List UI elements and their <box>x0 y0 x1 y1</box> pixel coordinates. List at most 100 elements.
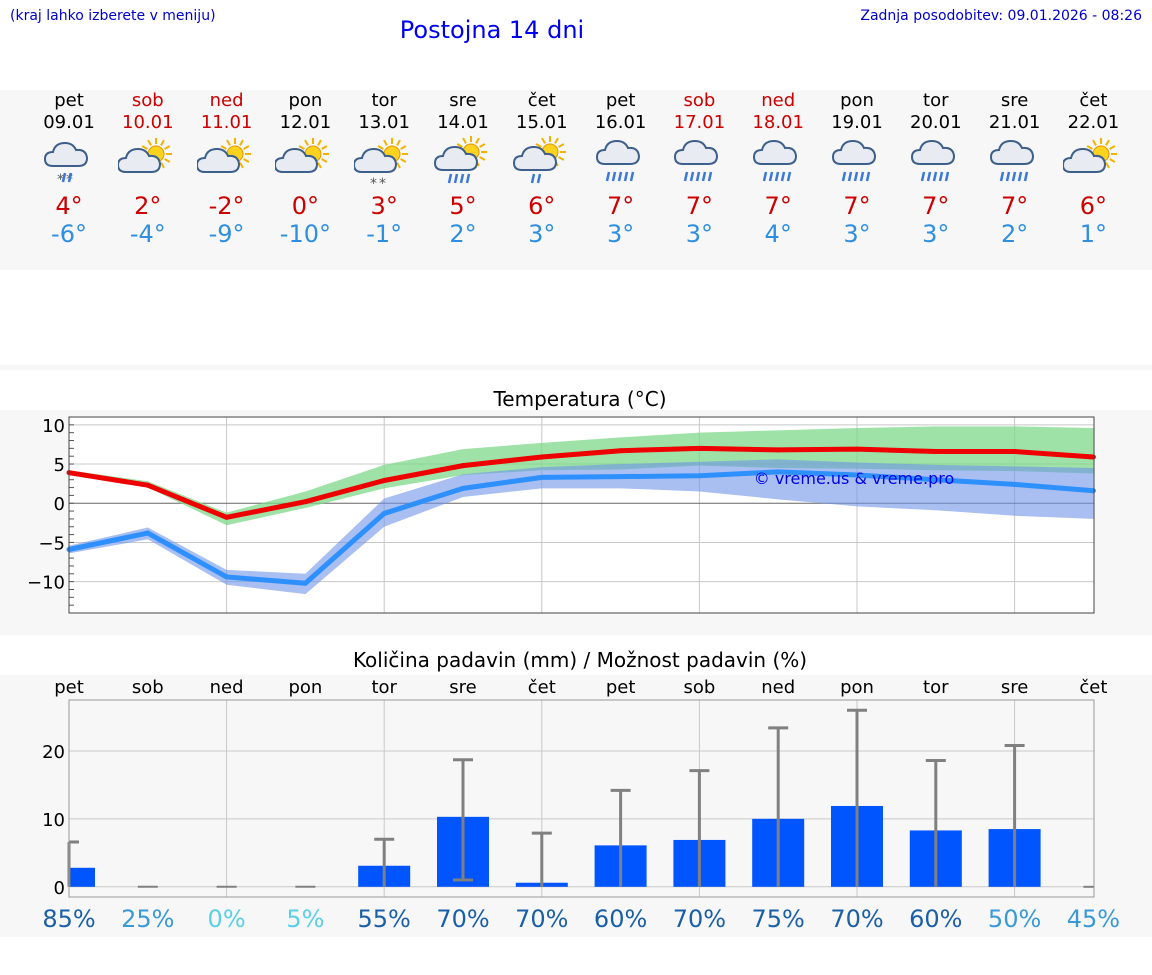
day-name: pon <box>840 90 874 111</box>
y-tick-label: 0 <box>54 494 65 515</box>
min-temp-point <box>460 485 466 491</box>
plot-border <box>68 416 1095 614</box>
precipitation-chart-title: Količina padavin (mm) / Možnost padavin … <box>352 648 808 672</box>
min-temp-point <box>539 474 545 480</box>
svg-text:*: * <box>370 176 377 192</box>
day-date: 11.01 <box>200 112 253 133</box>
x-category-label: ned <box>761 677 795 698</box>
day-date: 10.01 <box>122 112 174 133</box>
day-name: pon <box>288 90 323 111</box>
max-temp-point <box>302 499 308 505</box>
precipitation-bar <box>69 867 95 887</box>
max-temp-point <box>618 448 624 454</box>
temp-max: 5° <box>449 192 477 220</box>
min-temp-point <box>1090 488 1096 494</box>
precipitation-probability: 70% <box>830 905 883 933</box>
min-temp-point <box>696 473 702 479</box>
day-column: čet 22.01 6° 1° <box>1054 90 1133 248</box>
menu-hint: (kraj lahko izberete v meniju) <box>10 8 216 24</box>
y-tick-label: 10 <box>42 810 65 831</box>
y-tick-label: 10 <box>42 416 65 437</box>
precipitation-probability: 70% <box>436 905 489 933</box>
day-column: ned 18.01 7° 4° <box>739 90 818 248</box>
sun-cloud-icon <box>108 134 187 192</box>
precipitation-chart: pet sob ned pon tor sre čet pet sob ned pon tor sre č… <box>0 675 1152 937</box>
day-column: pet 16.01 7° 3° <box>581 90 660 248</box>
sun-cloud-snow-icon: * * <box>345 134 424 192</box>
min-temp-point <box>775 469 781 475</box>
day-name: pet <box>54 90 84 111</box>
x-category-label: tor <box>371 677 397 698</box>
precipitation-probability: 0% <box>208 905 246 933</box>
temp-min: -9° <box>208 220 245 248</box>
precipitation-probability: 60% <box>909 905 962 933</box>
day-column: sob 17.01 7° 3° <box>660 90 739 248</box>
precipitation-probability: 45% <box>1067 905 1120 933</box>
temp-max: 3° <box>370 192 398 220</box>
x-category-label: pon <box>288 677 322 698</box>
temp-min: 3° <box>685 220 714 248</box>
x-category-label: ned <box>210 677 244 698</box>
temp-max: -2° <box>208 192 245 220</box>
day-date: 22.01 <box>1067 112 1120 133</box>
x-category-label: pet <box>606 677 636 698</box>
precipitation-probability: 50% <box>988 905 1041 933</box>
day-name: sob <box>131 90 164 111</box>
max-temp-point <box>696 445 702 451</box>
cloud-rain-icon <box>739 134 818 192</box>
temp-max: 7° <box>843 192 871 220</box>
max-temp-line <box>68 445 1094 520</box>
y-tick-label: 20 <box>42 742 65 763</box>
day-column: tor 13.01 * * 3° -1° <box>345 90 424 248</box>
min-temp-point <box>933 477 939 483</box>
plot-border <box>68 699 1095 898</box>
temp-max: 7° <box>922 192 950 220</box>
precipitation-probability: 75% <box>752 905 805 933</box>
max-temp-point <box>1012 448 1018 454</box>
day-date: 16.01 <box>594 112 647 133</box>
temp-max: 7° <box>685 192 714 220</box>
precipitation-probability: 85% <box>42 905 95 933</box>
temp-min: 3° <box>606 220 635 248</box>
day-column: ned 11.01 -2° -9° <box>187 90 266 248</box>
temp-min: 3° <box>843 220 871 248</box>
max-temp-point <box>775 447 781 453</box>
temp-min: 2° <box>1000 220 1029 248</box>
max-temp-point <box>224 514 230 520</box>
temperature-chart: 10 5 0 −5 −10 © vreme.us & vreme.pro <box>0 410 1152 635</box>
temp-max: 2° <box>134 192 162 220</box>
precipitation-probability: 60% <box>594 905 647 933</box>
sun-cloud-icon <box>187 134 266 192</box>
day-column: pon 19.01 7° 3° <box>818 90 897 248</box>
max-temp-point <box>854 446 860 452</box>
cloud-rain-icon <box>975 134 1054 192</box>
day-date: 21.01 <box>988 112 1041 133</box>
day-column: sob 10.01 2° -4° <box>108 90 187 248</box>
temp-min: -1° <box>366 220 403 248</box>
day-date: 19.01 <box>831 112 883 133</box>
day-name: čet <box>527 90 556 111</box>
last-updated: Zadnja posodobitev: 09.01.2026 - 08:26 <box>860 8 1142 24</box>
min-temp-point <box>302 580 308 586</box>
temp-max: 7° <box>764 192 792 220</box>
min-temp-point <box>381 510 387 516</box>
day-column: sre 14.01 5° 2° <box>424 90 503 248</box>
temp-min: 3° <box>922 220 950 248</box>
temp-max: 6° <box>528 192 556 220</box>
day-name: tor <box>371 90 397 111</box>
y-tick-label: 0 <box>54 878 65 899</box>
x-category-label: sob <box>132 677 164 698</box>
day-column: sre 21.01 7° 2° <box>975 90 1054 248</box>
cloud-rain-icon <box>581 134 660 192</box>
temp-max: 7° <box>606 192 635 220</box>
day-name: sre <box>1000 90 1029 111</box>
temperature-chart-title: Temperatura (°C) <box>493 387 667 411</box>
day-name: sob <box>683 90 716 111</box>
day-name: tor <box>923 90 949 111</box>
svg-text:*: * <box>57 172 64 188</box>
x-category-label: pet <box>54 677 84 698</box>
y-tick-label: −10 <box>27 573 65 594</box>
temp-min: 2° <box>449 220 477 248</box>
max-temp-point <box>145 482 151 488</box>
